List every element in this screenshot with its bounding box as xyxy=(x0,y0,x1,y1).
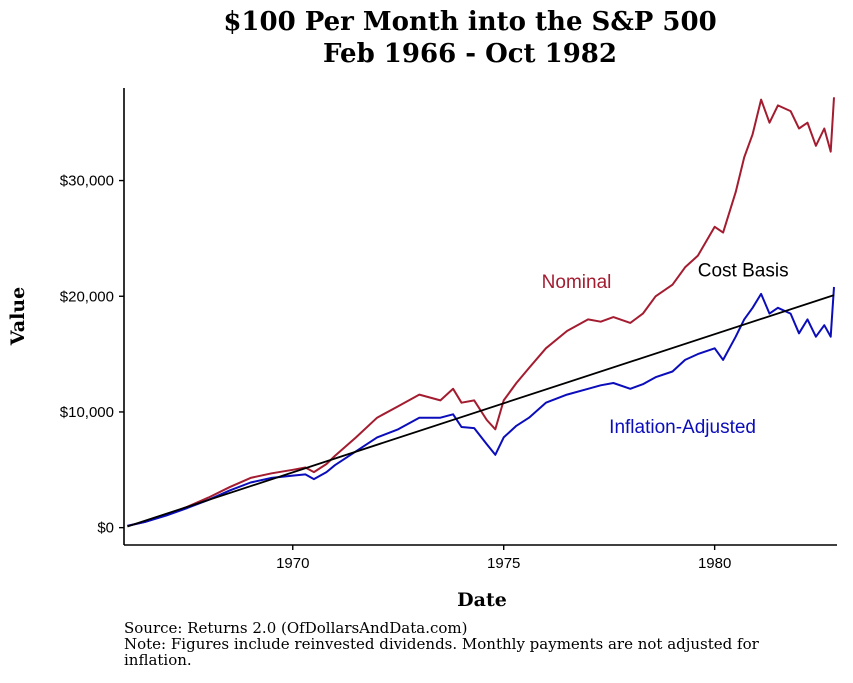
y-tick-label: $20,000 xyxy=(60,288,114,305)
x-tick-label: 1975 xyxy=(487,555,520,572)
x-tick-label: 1970 xyxy=(276,555,309,572)
series-line-inflation-adjusted xyxy=(127,286,835,527)
series-labels: Nominal Cost Basis Inflation-Adjusted xyxy=(542,261,789,438)
y-tick-label: $30,000 xyxy=(60,173,114,190)
chart: $100 Per Month into the S&P 500 Feb 1966… xyxy=(7,7,837,611)
chart-title-line-2: Feb 1966 - Oct 1982 xyxy=(323,39,617,69)
y-ticks: $0 $10,000 $20,000 $30,000 xyxy=(60,173,124,537)
inflation-note: Note: Figures include reinvested dividen… xyxy=(124,635,759,669)
y-axis-title: Value xyxy=(7,287,29,346)
series-label-cost-basis: Cost Basis xyxy=(698,261,789,282)
series-label-nominal: Nominal xyxy=(542,272,612,293)
chart-title-line-1: $100 Per Month into the S&P 500 xyxy=(223,7,716,37)
y-tick-label: $0 xyxy=(97,520,114,537)
x-axis-title: Date xyxy=(457,589,507,611)
x-tick-label: 1980 xyxy=(698,555,731,572)
series-label-inflation-adjusted: Inflation-Adjusted xyxy=(609,417,756,438)
y-tick-label: $10,000 xyxy=(60,404,114,421)
source-note: Source: Returns 2.0 (OfDollarsAndData.co… xyxy=(124,619,468,637)
plot-lines xyxy=(127,97,835,528)
x-ticks: 1970 1975 1980 xyxy=(276,545,731,572)
series-line-nominal xyxy=(127,97,835,527)
chart-caption: Source: Returns 2.0 (OfDollarsAndData.co… xyxy=(124,620,824,668)
series-line-cost-basis xyxy=(127,294,835,528)
